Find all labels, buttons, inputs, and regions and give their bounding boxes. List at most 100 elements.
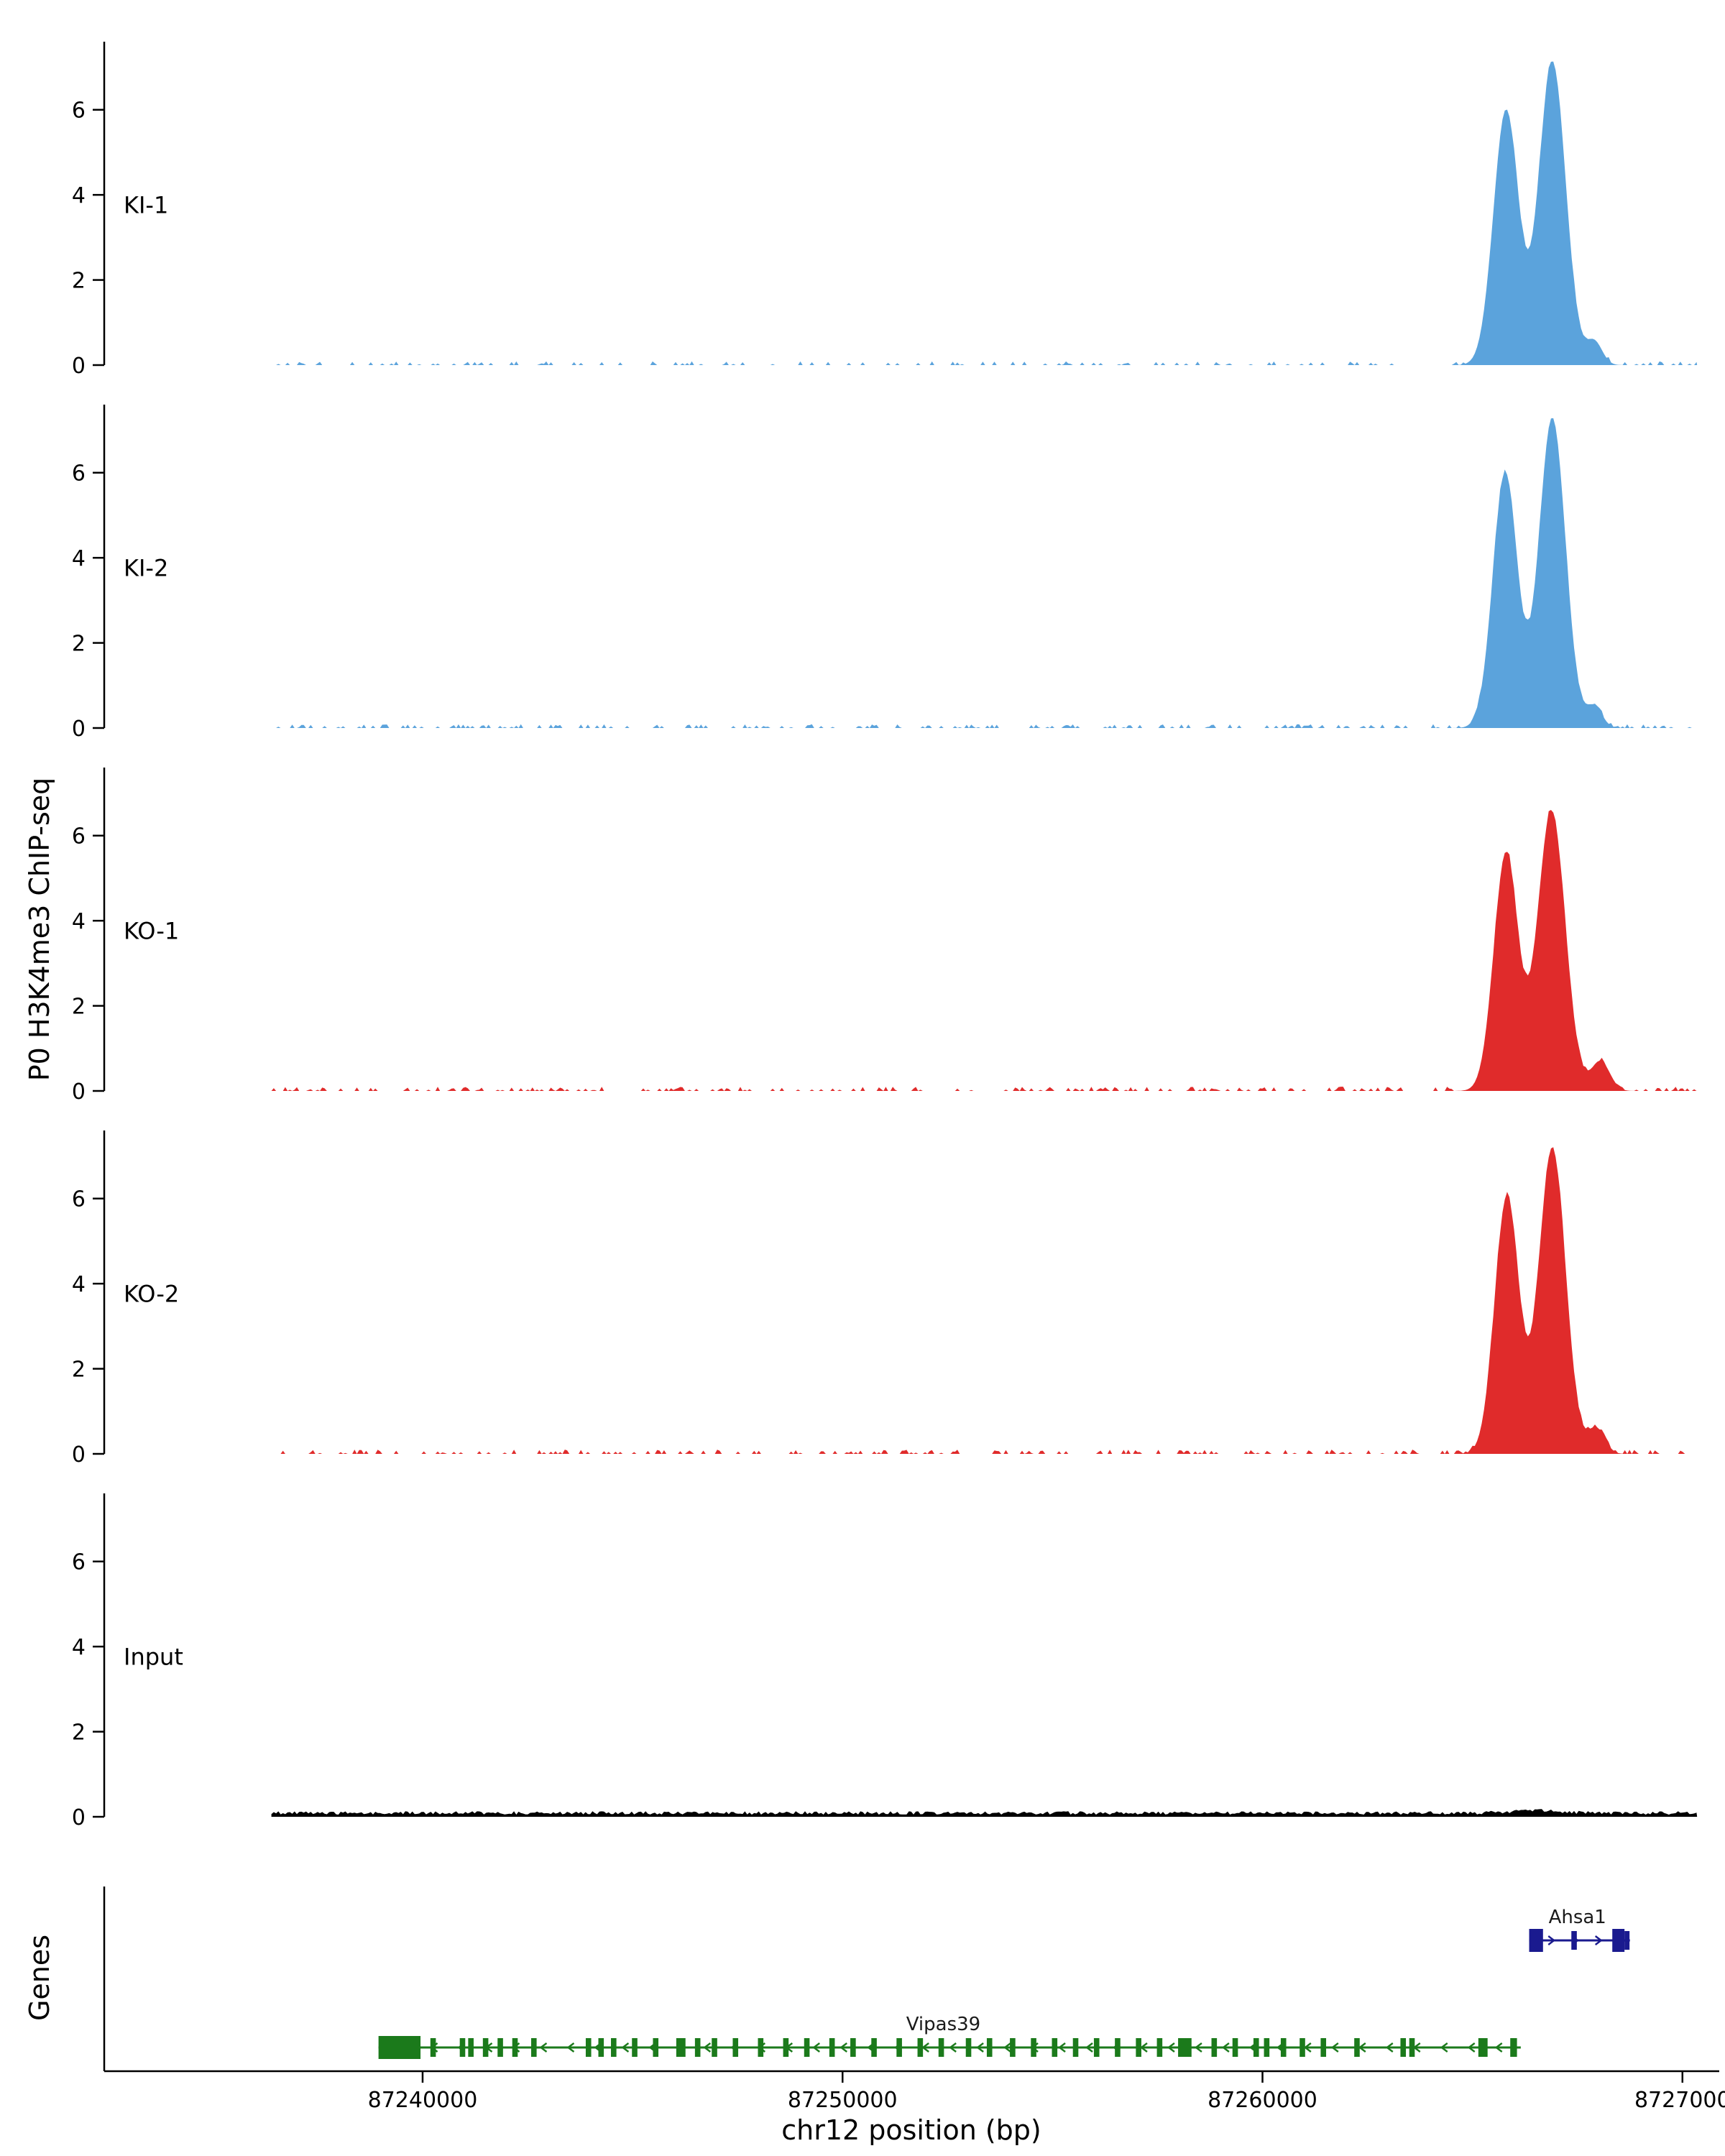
exon-Vipas39	[468, 2038, 474, 2057]
exon-Vipas39	[482, 2038, 489, 2057]
track-label-KO-1: KO-1	[124, 918, 179, 945]
genes-panel-title: Genes	[24, 1934, 55, 2022]
exon-Vipas39	[783, 2038, 789, 2057]
y-tick-label-Input-4: 4	[72, 1635, 86, 1660]
exon-Vipas39	[871, 2038, 877, 2057]
y-tick-label-KI-2-4: 4	[72, 546, 86, 571]
y-tick-label-Input-6: 6	[72, 1550, 86, 1575]
y-tick-label-KI-2-6: 6	[72, 461, 86, 487]
strand-arrow-icon-Vipas39	[539, 2042, 548, 2053]
gene-label-Ahsa1: Ahsa1	[1549, 1907, 1606, 1928]
exon-Vipas39	[430, 2038, 436, 2057]
track-area-KI-2	[271, 418, 1698, 728]
exon-Vipas39	[1400, 2038, 1407, 2057]
track-label-KO-2: KO-2	[124, 1281, 179, 1308]
exon-Vipas39	[732, 2038, 739, 2057]
exon-Vipas39	[512, 2038, 518, 2057]
exon-Vipas39	[585, 2038, 592, 2057]
y-tick-label-KO-2-0: 0	[72, 1442, 86, 1468]
y-tick-label-KO-1-2: 2	[72, 995, 86, 1020]
exon-Vipas39	[1409, 2038, 1415, 2057]
exon-Vipas39	[712, 2038, 717, 2057]
x-tick-label-0: 87240000	[368, 2088, 478, 2113]
exon-Vipas39	[965, 2038, 972, 2057]
track-label-KI-2: KI-2	[124, 555, 168, 582]
y-tick-label-KI-1-6: 6	[72, 98, 86, 124]
strand-arrow-icon-Vipas39	[1058, 2042, 1066, 2053]
strand-arrow-icon-Vipas39	[566, 2042, 575, 2053]
exon-Vipas39	[850, 2038, 856, 2057]
x-axis-title: chr12 position (bp)	[781, 2114, 1041, 2146]
exon-Vipas39	[1510, 2038, 1517, 2057]
exon-Vipas39	[1264, 2038, 1270, 2057]
strand-arrow-icon-Vipas39	[921, 2042, 929, 2053]
strand-arrow-icon-Vipas39	[1385, 2042, 1394, 2053]
big-exon-Ahsa1	[1529, 1929, 1543, 1952]
strand-arrow-icon-Vipas39	[621, 2042, 630, 2053]
exon-Vipas39	[1232, 2038, 1238, 2057]
strand-arrow-icon-Vipas39	[1358, 2042, 1366, 2053]
y-tick-label-KI-1-2: 2	[72, 269, 86, 294]
exon-Vipas39	[758, 2038, 764, 2057]
y-tick-label-KI-2-0: 0	[72, 717, 86, 742]
track-area-Input	[271, 1809, 1698, 1817]
x-tick-label-2: 87260000	[1208, 2088, 1317, 2113]
exon-Vipas39	[1253, 2038, 1259, 2057]
track-area-KI-1	[271, 61, 1698, 365]
exon-Vipas39	[917, 2038, 924, 2057]
y-tick-label-KO-1-0: 0	[72, 1079, 86, 1105]
exon-Ahsa1	[1571, 1931, 1577, 1950]
y-tick-label-KI-2-2: 2	[72, 632, 86, 657]
exon-Vipas39	[1072, 2038, 1079, 2057]
y-tick-label-KI-1-4: 4	[72, 183, 86, 208]
strand-arrow-icon-Vipas39	[1194, 2042, 1202, 2053]
exon-Vipas39	[676, 2038, 686, 2057]
strand-arrow-icon-Vipas39	[1221, 2042, 1230, 2053]
y-tick-label-Input-2: 2	[72, 1720, 86, 1746]
track-area-KO-1	[271, 810, 1698, 1091]
y-tick-label-KO-2-6: 6	[72, 1187, 86, 1212]
x-tick-label-3: 8727000	[1634, 2088, 1725, 2113]
exon-Vipas39	[896, 2038, 902, 2057]
exon-Vipas39	[497, 2038, 503, 2057]
strand-arrow-icon-Vipas39	[1303, 2042, 1312, 2053]
exon-Vipas39	[653, 2038, 659, 2057]
strand-arrow-icon-Vipas39	[1467, 2042, 1476, 2053]
exon-Vipas39	[459, 2038, 466, 2057]
big-exon-Vipas39	[378, 2036, 421, 2059]
exon-Vipas39	[1093, 2038, 1100, 2057]
exon-Vipas39	[1320, 2038, 1327, 2057]
y-tick-label-KO-2-2: 2	[72, 1358, 86, 1383]
strand-arrow-icon-Vipas39	[703, 2042, 712, 2053]
exon-Vipas39	[829, 2038, 835, 2057]
exon-Vipas39	[1156, 2038, 1163, 2057]
exon-Vipas39	[1136, 2038, 1141, 2057]
strand-arrow-icon-Vipas39	[949, 2042, 957, 2053]
strand-arrow-icon-Vipas39	[1085, 2042, 1093, 2053]
y-tick-label-KI-1-0: 0	[72, 354, 86, 379]
strand-arrow-icon-Ahsa1	[1594, 1935, 1603, 1945]
y-tick-label-KO-1-4: 4	[72, 909, 86, 934]
exon-Vipas39	[632, 2038, 638, 2057]
exon-Vipas39	[1478, 2038, 1488, 2057]
exon-Vipas39	[804, 2038, 810, 2057]
gene-label-Vipas39: Vipas39	[906, 2014, 981, 2035]
y-tick-label-KO-2-4: 4	[72, 1272, 86, 1297]
track-label-KI-1: KI-1	[124, 192, 168, 219]
exon-Vipas39	[1354, 2038, 1360, 2057]
strand-arrow-icon-Vipas39	[976, 2042, 984, 2053]
exon-Ahsa1	[1624, 1931, 1630, 1950]
y-tick-label-Input-0: 0	[72, 1805, 86, 1830]
track-area-KO-2	[271, 1147, 1698, 1454]
exon-Vipas39	[1280, 2038, 1287, 2057]
strand-arrow-icon-Vipas39	[1140, 2042, 1148, 2053]
exon-Vipas39	[598, 2038, 604, 2057]
strand-arrow-icon-Vipas39	[1167, 2042, 1175, 2053]
y-tick-label-KO-1-6: 6	[72, 824, 86, 849]
y-axis-title: P0 H3K4me3 ChIP-seq	[24, 777, 55, 1082]
exon-Vipas39	[1300, 2038, 1305, 2057]
exon-Vipas39	[1115, 2038, 1121, 2057]
x-tick-label-1: 87250000	[788, 2088, 898, 2113]
